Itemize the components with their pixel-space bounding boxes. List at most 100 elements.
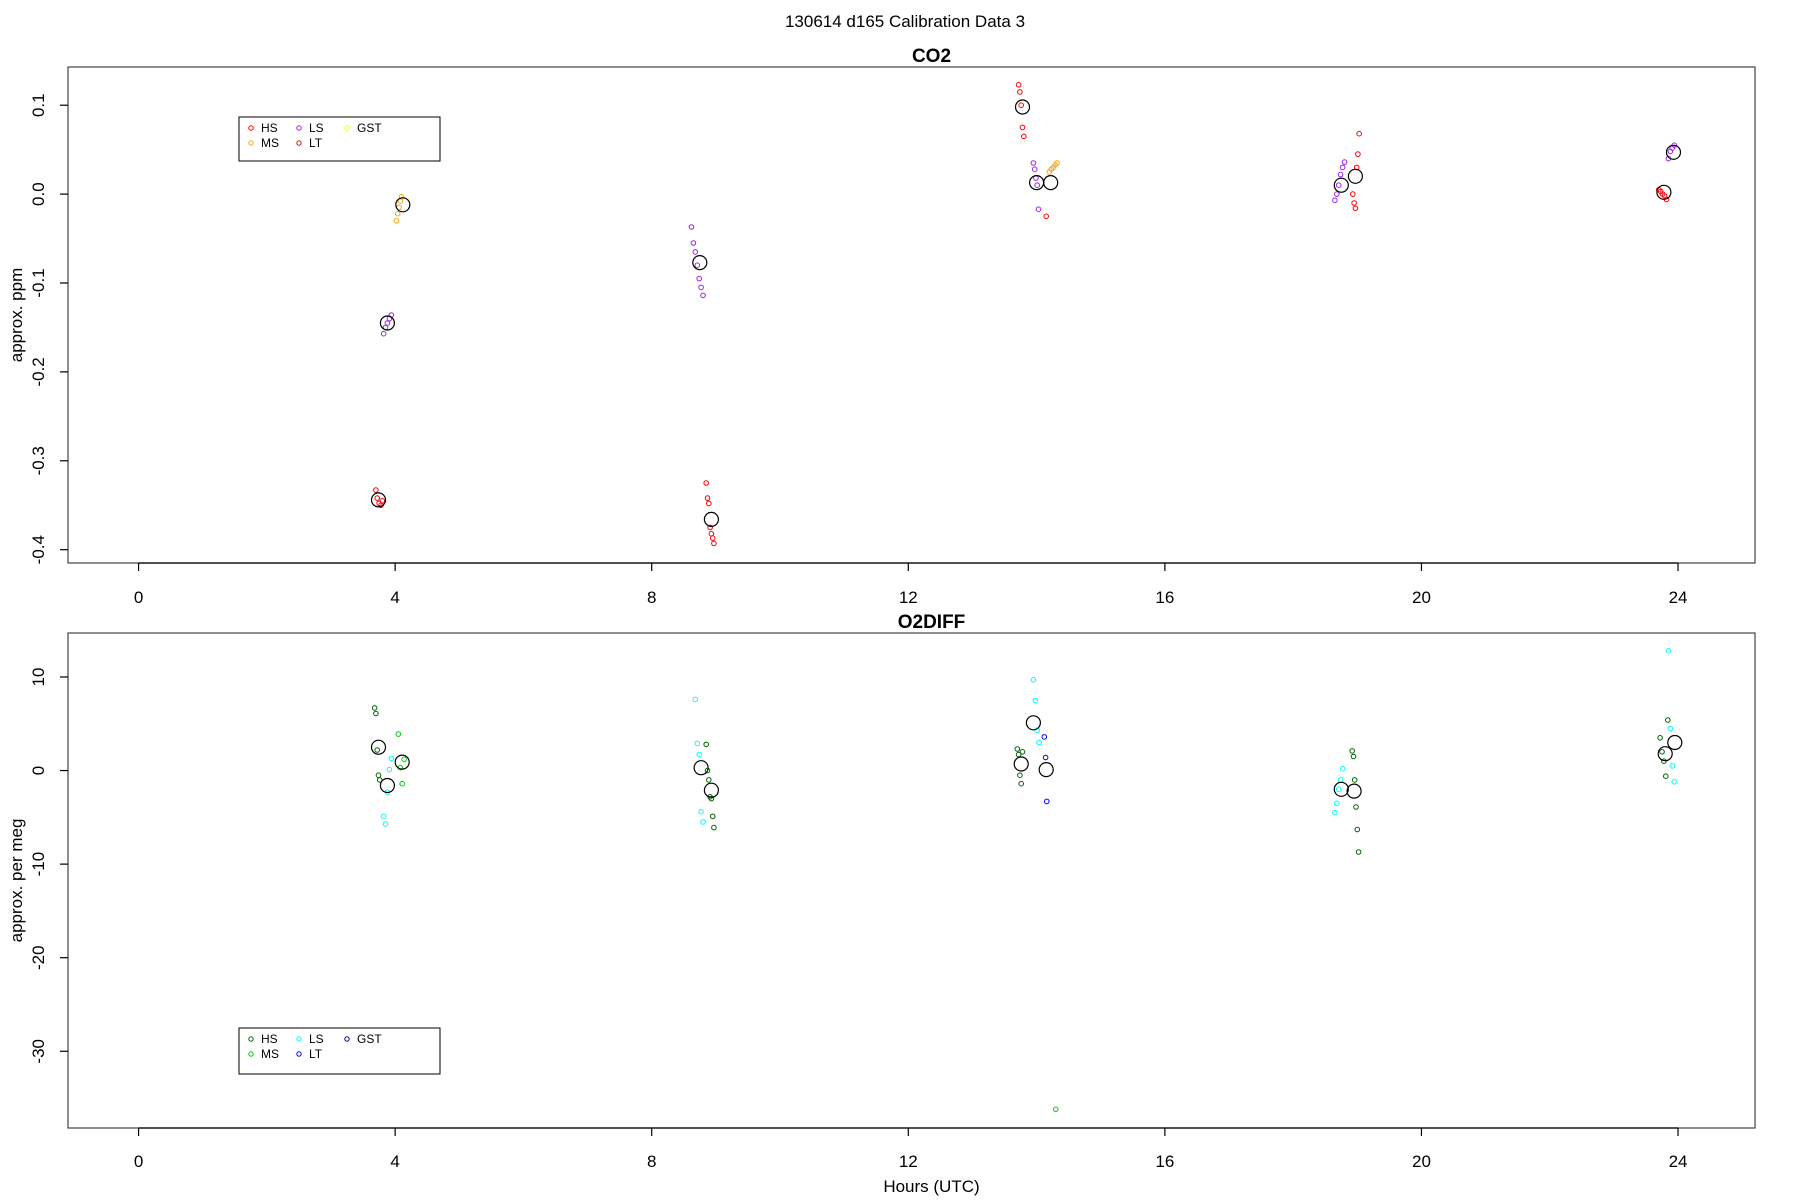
co2-data-point bbox=[698, 284, 704, 291]
o2diff-data-point bbox=[696, 751, 703, 758]
co2-data-point bbox=[398, 194, 405, 200]
o2diff-data-point bbox=[1017, 772, 1023, 779]
co2-data-point bbox=[703, 480, 710, 486]
co2-data-point bbox=[694, 262, 701, 269]
co2-panel-title: CO2 bbox=[912, 46, 951, 67]
co2-data-point bbox=[706, 500, 712, 507]
co2-data-point bbox=[1021, 133, 1027, 140]
o2diff-data-point bbox=[1351, 777, 1358, 783]
co2-data-point bbox=[700, 292, 706, 299]
co2-data-point bbox=[1356, 130, 1362, 137]
o2diff-data-point bbox=[1042, 754, 1049, 761]
o2diff-legend-marker bbox=[248, 1036, 254, 1042]
o2diff-data-point bbox=[1350, 753, 1357, 760]
o2diff-legend-label: MS bbox=[261, 1047, 279, 1061]
o2diff-data-point bbox=[376, 777, 383, 783]
co2-mean-point bbox=[395, 197, 411, 213]
o2diff-data-point bbox=[698, 808, 704, 815]
o2diff-data-point bbox=[1014, 746, 1021, 752]
o2diff-data-point bbox=[373, 710, 379, 717]
co2-y-tick-label: -0.1 bbox=[29, 268, 48, 297]
o2diff-mean-point bbox=[703, 782, 720, 798]
co2-series-ms bbox=[393, 160, 1060, 224]
co2-legend-marker bbox=[344, 125, 350, 131]
co2-data-point bbox=[704, 495, 711, 501]
co2-mean-point bbox=[692, 255, 708, 271]
o2diff-legend-label: GST bbox=[357, 1032, 382, 1046]
o2diff-data-point bbox=[380, 813, 387, 820]
o2diff-data-point bbox=[1665, 717, 1671, 723]
co2-data-point bbox=[708, 530, 715, 537]
o2diff-y-axis-label: approx. per meg bbox=[7, 819, 26, 943]
o2diff-y-tick-label: -30 bbox=[29, 1039, 48, 1064]
co2-data-point bbox=[394, 210, 401, 217]
o2diff-data-point bbox=[382, 821, 389, 827]
co2-mean-point bbox=[703, 511, 720, 528]
o2diff-series-mean bbox=[370, 715, 1683, 799]
co2-data-point bbox=[711, 540, 717, 547]
o2diff-data-point bbox=[1032, 697, 1039, 704]
co2-data-point bbox=[1017, 89, 1023, 95]
co2-mean-point bbox=[379, 315, 395, 331]
co2-data-point bbox=[1054, 160, 1060, 166]
co2-data-point bbox=[1332, 197, 1338, 204]
o2diff-data-point bbox=[706, 777, 712, 783]
co2-y-tick-label: 0.0 bbox=[29, 182, 48, 206]
o2diff-data-point bbox=[395, 731, 402, 737]
co2-data-point bbox=[1031, 166, 1038, 172]
co2-x-tick-label: 8 bbox=[647, 588, 656, 607]
o2diff-mean-point bbox=[1333, 781, 1349, 797]
o2diff-mean-point bbox=[379, 777, 395, 794]
co2-x-tick-label: 24 bbox=[1669, 588, 1688, 607]
o2diff-data-point bbox=[700, 819, 706, 825]
co2-data-point bbox=[1030, 160, 1037, 166]
o2diff-data-point bbox=[1018, 780, 1025, 787]
o2diff-data-point bbox=[1335, 786, 1342, 793]
co2-legend-label: GST bbox=[357, 121, 382, 135]
co2-mean-point bbox=[1333, 177, 1349, 193]
o2diff-panel-title: O2DIFF bbox=[898, 612, 966, 633]
co2-data-point bbox=[1339, 164, 1346, 171]
o2diff-data-point bbox=[1019, 749, 1026, 755]
o2diff-data-point bbox=[1353, 804, 1359, 810]
co2-legend-label: LS bbox=[309, 121, 324, 135]
o2diff-y-tick-label: -10 bbox=[29, 852, 48, 877]
co2-series-mean bbox=[370, 99, 1682, 528]
o2diff-y-tick-label: 10 bbox=[29, 668, 48, 687]
o2diff-x-tick-label: 24 bbox=[1669, 1152, 1688, 1171]
o2diff-x-tick-label: 16 bbox=[1155, 1152, 1174, 1171]
co2-data-point bbox=[380, 330, 387, 337]
co2-panel: CO2 0 4 8 12 16 20 24 -0.4 -0.3 -0.2 -0.1 0.0 0.1 appr… bbox=[7, 46, 1756, 607]
o2diff-series-hs bbox=[371, 705, 1671, 855]
co2-mean-point bbox=[1043, 175, 1059, 191]
o2diff-data-point bbox=[1044, 798, 1050, 805]
co2-data-point bbox=[1043, 213, 1049, 220]
o2diff-data-point bbox=[1665, 648, 1672, 654]
co2-legend-marker bbox=[296, 140, 302, 146]
o2diff-mean-point bbox=[394, 754, 410, 770]
o2diff-data-point bbox=[711, 824, 717, 831]
co2-data-point bbox=[1355, 151, 1361, 157]
o2diff-data-point bbox=[399, 780, 406, 787]
co2-series-hs bbox=[373, 82, 1670, 547]
co2-data-point bbox=[690, 240, 697, 246]
o2diff-data-point bbox=[1332, 809, 1338, 816]
o2diff-series-ls bbox=[380, 648, 1677, 827]
co2-x-tick-label: 16 bbox=[1155, 588, 1174, 607]
o2diff-data-point bbox=[1337, 777, 1344, 783]
co2-data-point bbox=[1350, 191, 1356, 197]
o2diff-x-tick-label: 12 bbox=[899, 1152, 918, 1171]
co2-legend-label: MS bbox=[261, 136, 279, 150]
o2diff-data-point bbox=[694, 740, 701, 747]
co2-data-point bbox=[1351, 200, 1357, 206]
co2-data-point bbox=[1034, 182, 1040, 188]
o2diff-panel: O2DIFF 0 4 8 12 16 20 24 -30 -20 -10 0 10 approx. per… bbox=[7, 612, 1756, 1196]
o2diff-data-point bbox=[1659, 749, 1665, 755]
o2diff-data-point bbox=[1041, 734, 1048, 740]
co2-data-point bbox=[1019, 124, 1026, 131]
o2diff-data-point bbox=[375, 772, 382, 779]
o2diff-mean-point bbox=[693, 760, 709, 776]
o2diff-data-point bbox=[401, 756, 407, 763]
